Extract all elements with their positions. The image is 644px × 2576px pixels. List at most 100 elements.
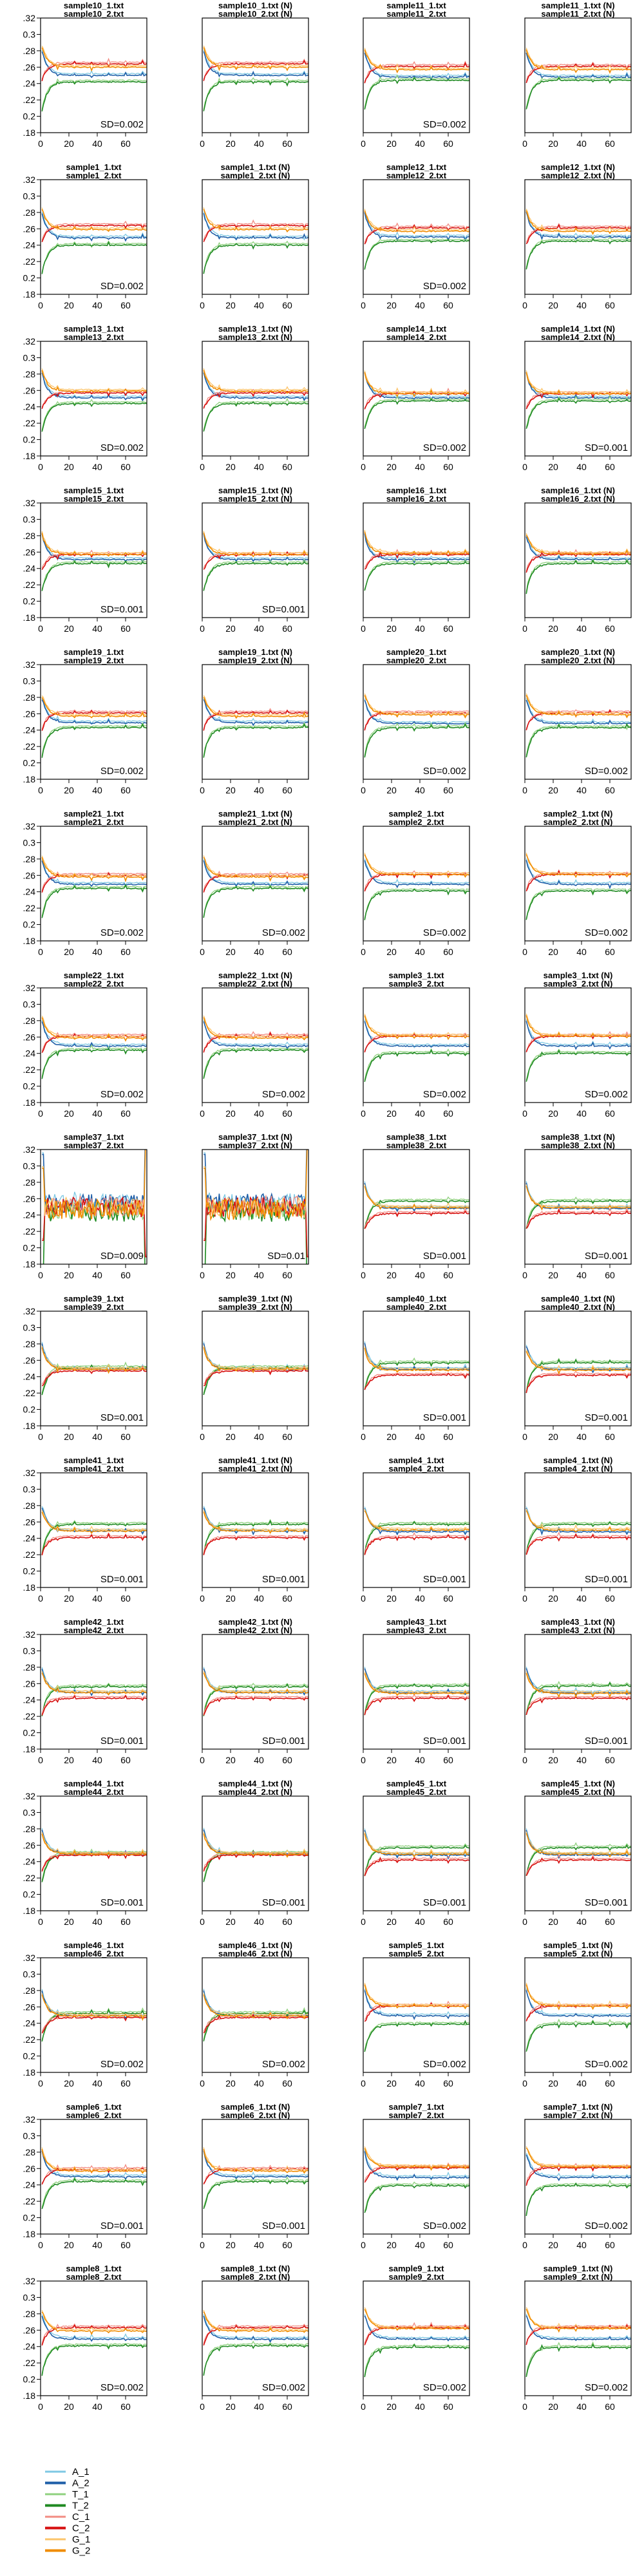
x-tick-label: 0: [38, 300, 43, 310]
x-tick-label: 60: [120, 1270, 131, 1280]
series-line-g-2: [41, 857, 147, 883]
panel-subtitle: sample14_2.txt: [386, 332, 447, 342]
panel-title: sample16_1.txt (N): [541, 486, 615, 495]
series-line-g-2: [364, 1673, 469, 1696]
y-tick-label: .22: [23, 1226, 36, 1236]
sd-label: SD=0.002: [100, 442, 144, 453]
series-line-g-2: [526, 2147, 631, 2170]
series-line-g-2: [364, 372, 469, 398]
panel-frame: [40, 179, 147, 295]
x-tick-label: 0: [522, 1432, 527, 1442]
series-line-a-2: [364, 1990, 469, 2020]
y-tick-label: .28: [23, 1501, 36, 1511]
x-tick-label: 40: [576, 2078, 587, 2088]
y-tick-label: .18: [23, 2229, 36, 2239]
series-line-t-2: [364, 1683, 469, 1716]
y-tick-label: .24: [23, 2342, 36, 2352]
panel-frame: [524, 502, 632, 618]
series-line-a-2: [203, 51, 308, 78]
x-tick-label: 0: [38, 2401, 43, 2412]
x-tick-label: 40: [576, 2240, 587, 2250]
series-line-g-2: [203, 1672, 308, 1695]
panel-subtitle: sample19_2.txt: [64, 656, 124, 665]
series-line-g-1: [41, 855, 147, 879]
legend-label: T_1: [72, 2489, 89, 2500]
x-tick-label: 20: [386, 1593, 397, 1604]
x-tick-label: 40: [576, 947, 587, 957]
x-tick-label: 0: [200, 1917, 205, 1927]
series-line-a-1: [203, 370, 308, 400]
x-tick-label: 40: [254, 785, 264, 795]
panel-frame: [202, 987, 309, 1103]
panel-title: sample40_1.txt: [386, 1294, 447, 1303]
series-line-g-1: [526, 1982, 631, 2008]
x-tick-label: 20: [225, 2240, 236, 2250]
panel-title: sample11_1.txt (N): [541, 1, 614, 10]
series-line-a-2: [526, 1182, 631, 1211]
panel-subtitle: sample41_2.txt: [64, 1464, 124, 1473]
panel-frame: [363, 664, 470, 780]
x-tick-label: 60: [120, 2240, 131, 2250]
x-tick-label: 0: [200, 1593, 205, 1604]
panel: sample42_1.txt (N)sample42_2.txt (N) SD=0…: [200, 1617, 309, 1765]
panel-series: [364, 853, 469, 920]
legend: A_1A_2T_1T_2C_1C_2G_1G_2: [45, 2467, 90, 2557]
series-line-g-1: [203, 1015, 308, 1039]
x-tick-label: 40: [576, 1755, 587, 1765]
x-tick-label: 60: [120, 1755, 131, 1765]
panel-frame: [363, 987, 470, 1103]
sd-label: SD=0.002: [423, 2382, 466, 2393]
panel-title: sample5_1.txt (N): [544, 1940, 613, 1950]
series-line-c-2: [364, 1694, 469, 1716]
series-line-c-2: [364, 1210, 469, 1229]
series-line-g-1: [203, 1832, 308, 1857]
x-tick-label: 20: [386, 138, 397, 149]
series-line-c-1: [203, 2324, 308, 2344]
panel-title: sample20_1.txt: [386, 647, 447, 657]
series-line-g-2: [364, 1510, 469, 1532]
x-tick-label: 0: [361, 623, 366, 634]
series-line-t-1: [526, 1842, 631, 1875]
panel-subtitle: sample9_2.txt (N): [544, 2272, 613, 2282]
x-tick-label: 0: [200, 1270, 205, 1280]
panel-series: [41, 1016, 147, 1079]
series-line-g-1: [41, 1016, 147, 1039]
series-line-t-2: [364, 560, 469, 591]
x-tick-label: 40: [576, 1432, 587, 1442]
series-line-c-2: [203, 1536, 308, 1556]
x-tick-label: 60: [605, 300, 615, 310]
panel-frame: [40, 1311, 147, 1426]
y-tick-label: 0.2: [23, 1566, 36, 1577]
series-line-g-2: [41, 1833, 147, 1855]
panel-frame: [40, 341, 147, 457]
series-line-g-2: [364, 2309, 469, 2331]
series-line-a-2: [203, 372, 308, 402]
series-line-a-1: [526, 858, 631, 884]
series-line-t-2: [364, 1199, 469, 1229]
series-line-t-2: [203, 2179, 308, 2210]
series-line-a-1: [41, 2314, 147, 2339]
x-tick-label: 20: [225, 785, 236, 795]
series-line-t-1: [364, 721, 469, 756]
series-line-g-2: [364, 695, 469, 719]
y-tick-label: .32: [23, 1953, 36, 1963]
panel-title: sample8_1.txt: [66, 2264, 122, 2273]
panel-series: [526, 1013, 631, 1082]
series-line-g-2: [203, 1994, 308, 2020]
series-line-g-1: [526, 1671, 631, 1697]
series-line-t-2: [364, 1520, 469, 1555]
y-tick-label: .18: [23, 1097, 36, 1108]
series-line-t-2: [526, 1049, 631, 1082]
series-line-t-1: [203, 240, 308, 272]
panel-subtitle: sample16_2.txt (N): [541, 494, 615, 504]
panel-title: sample12_1.txt (N): [541, 162, 615, 172]
x-tick-label: 40: [254, 2078, 264, 2088]
panel-subtitle: sample8_2.txt: [66, 2272, 122, 2282]
y-tick-label: .32: [23, 175, 36, 185]
panel-series: [203, 695, 308, 758]
panel-title: sample9_1.txt: [389, 2264, 445, 2273]
x-tick-label: 40: [415, 1917, 425, 1927]
x-tick-label: 60: [282, 462, 292, 472]
panel-series: [203, 531, 308, 591]
